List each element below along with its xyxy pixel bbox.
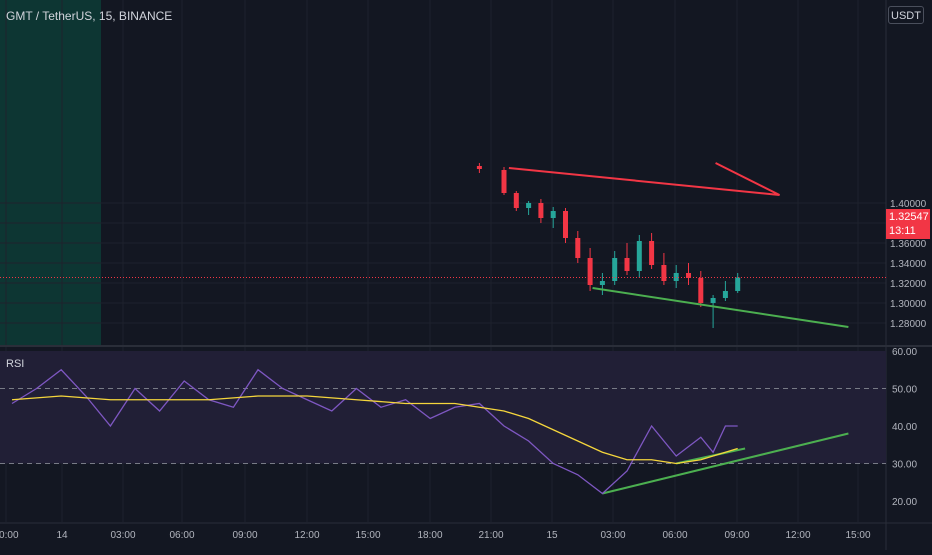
candle (710, 295, 716, 328)
trendlines-group[interactable] (508, 162, 849, 495)
candle-body (513, 193, 519, 208)
candles-group[interactable] (476, 163, 741, 328)
candle-body (698, 278, 704, 303)
candle (501, 167, 507, 195)
candle-body (710, 298, 716, 303)
price-trendline (592, 287, 849, 328)
candle-body (673, 273, 679, 281)
time-tick-label: 15:00 (845, 530, 870, 541)
rsi-tick-label: 50.00 (892, 385, 917, 396)
candle-body (735, 277, 741, 291)
rsi-lines-group (11, 368, 738, 495)
rsi-ma-line (11, 395, 738, 465)
candle-body (612, 258, 618, 281)
rsi-pane-title[interactable]: RSI (6, 358, 25, 370)
candle-body (550, 211, 556, 218)
rsi-line (11, 368, 738, 495)
candle-body (686, 273, 691, 278)
rsi-band-group (0, 351, 886, 464)
candle-body (563, 211, 568, 238)
candle (661, 253, 667, 285)
candle (673, 265, 679, 288)
candle (698, 271, 704, 307)
candle (513, 191, 519, 211)
price-tick-label: 1.36000 (890, 239, 927, 250)
price-tick-label: 1.40000 (890, 199, 927, 210)
candle-body (526, 203, 532, 208)
time-tick-label: 14 (56, 530, 68, 541)
candle (649, 233, 655, 269)
time-tick-label: 09:00 (724, 530, 749, 541)
rsi-band (0, 351, 886, 464)
candle (735, 273, 741, 293)
price-trendline (508, 162, 780, 196)
last-price-tag: 1.32547 13:11 (886, 209, 930, 239)
time-tick-label: 06:00 (169, 530, 194, 541)
currency-button[interactable]: USDT (888, 6, 924, 24)
candle (624, 243, 630, 275)
session-band-group (0, 0, 101, 345)
candle (587, 248, 593, 291)
candle (636, 235, 642, 278)
candle (538, 199, 544, 223)
candle (526, 201, 532, 215)
candle-body (661, 265, 667, 281)
candle (612, 251, 618, 285)
time-tick-label: 03:00 (600, 530, 625, 541)
last-price-value: 1.32547 (889, 211, 929, 223)
time-tick-label: 15:00 (355, 530, 380, 541)
time-tick-label: 21:00 (478, 530, 503, 541)
price-tick-label: 1.32000 (890, 279, 927, 290)
price-tick-label: 1.28000 (890, 319, 927, 330)
rsi-tick-label: 30.00 (892, 460, 917, 471)
axis-labels-group: 1.280001.300001.320001.340001.360001.380… (0, 199, 927, 541)
rsi-tick-label: 40.00 (892, 422, 917, 433)
time-tick-label: 12:00 (294, 530, 319, 541)
symbol-title[interactable]: GMT / TetherUS, 15, BINANCE (6, 9, 173, 23)
candle-body (587, 258, 593, 285)
candle-body (624, 258, 630, 271)
candle (686, 263, 691, 285)
candle (563, 208, 568, 243)
time-tick-label: 09:00 (232, 530, 257, 541)
session-band (0, 0, 101, 345)
candle-body (476, 166, 482, 169)
candle-body (636, 241, 642, 271)
rsi-trendline (602, 432, 849, 495)
time-tick-label: 00:00 (0, 530, 19, 541)
price-tick-label: 1.30000 (890, 299, 927, 310)
candle-body (722, 291, 728, 298)
candle (575, 231, 581, 263)
rsi-tick-label: 60.00 (892, 347, 917, 358)
time-tick-label: 12:00 (785, 530, 810, 541)
time-tick-label: 03:00 (110, 530, 135, 541)
time-tick-label: 15 (546, 530, 558, 541)
candle (476, 163, 482, 173)
candle (722, 281, 728, 301)
candle-body (599, 281, 605, 285)
price-tick-label: 1.34000 (890, 259, 927, 270)
time-tick-label: 06:00 (662, 530, 687, 541)
bar-countdown: 13:11 (889, 225, 916, 237)
candle-body (575, 238, 581, 258)
candle-body (538, 203, 544, 218)
candle-body (649, 241, 655, 265)
candle-body (501, 170, 507, 193)
candle (550, 207, 556, 228)
candle (599, 273, 605, 295)
rsi-tick-label: 20.00 (892, 497, 917, 508)
rsi-trendline (675, 447, 746, 465)
time-tick-label: 18:00 (417, 530, 442, 541)
